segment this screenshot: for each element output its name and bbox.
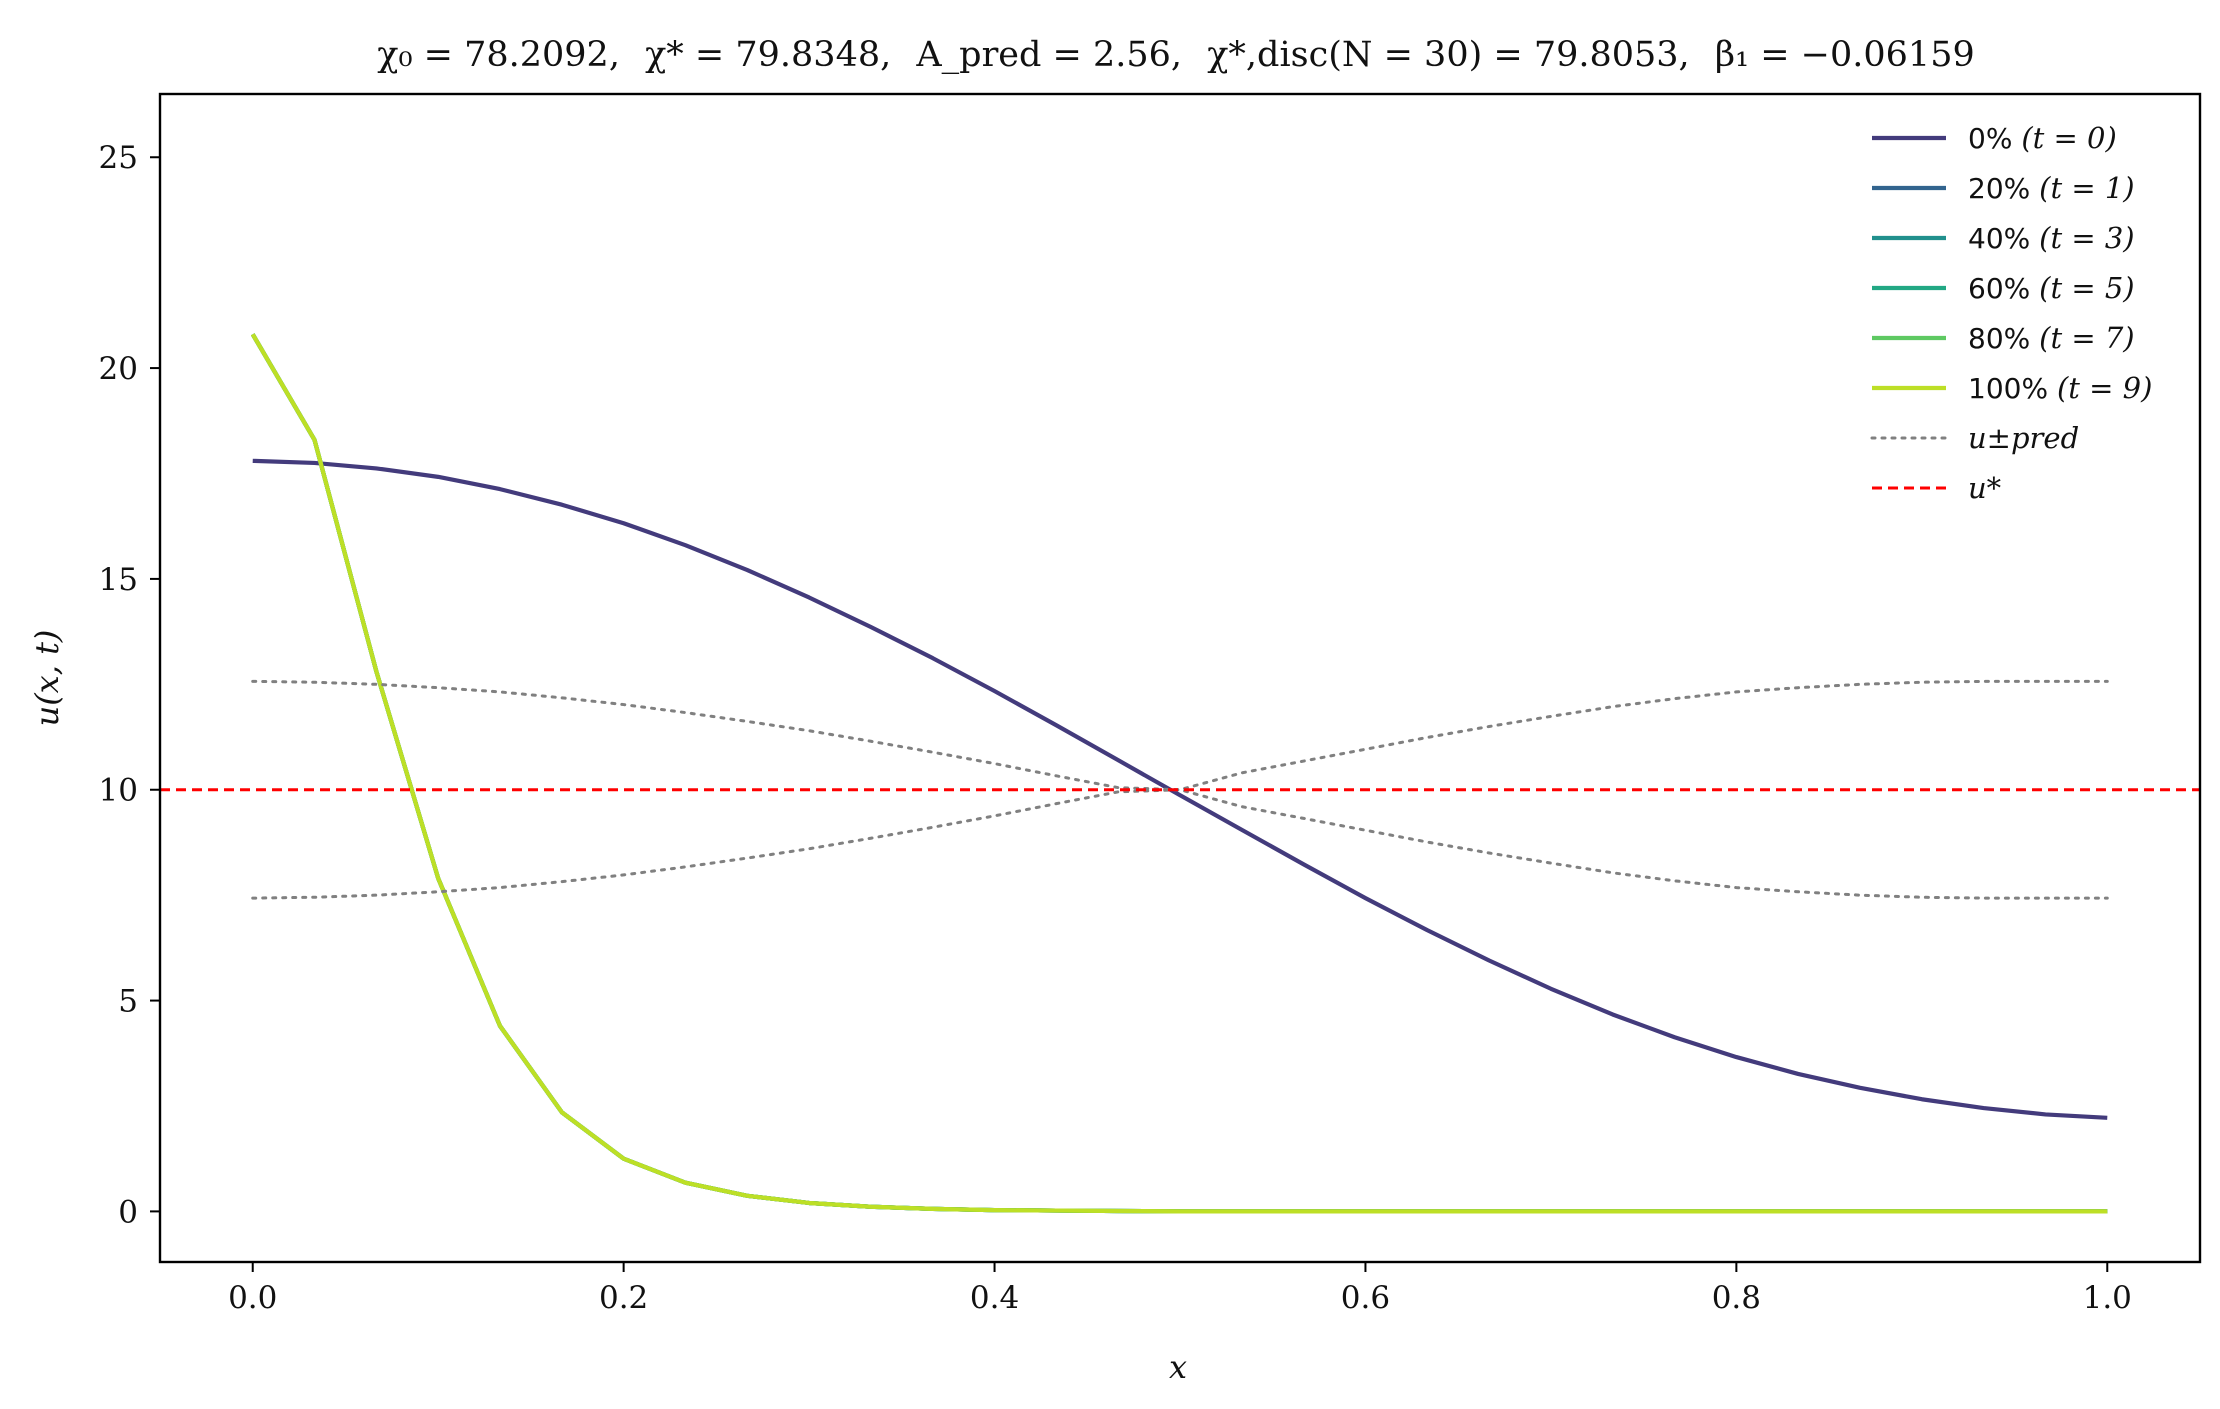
x-ticks: 0.0 0.2 0.4 0.6 0.8 1.0	[228, 1262, 2132, 1316]
x-tick-label: 0.4	[970, 1280, 1019, 1316]
legend-label: 80% (t = 7)	[1968, 321, 2135, 355]
title-beta: β₁ = −0.06159	[1715, 35, 1975, 75]
legend-label: u*	[1968, 471, 2002, 505]
legend-label: 20% (t = 1)	[1968, 171, 2135, 205]
title-apred: A_pred = 2.56,	[915, 35, 1182, 75]
x-tick-label: 0.2	[599, 1280, 648, 1316]
x-tick-label: 0.6	[1341, 1280, 1390, 1316]
legend-label: 60% (t = 5)	[1968, 271, 2135, 305]
y-tick-label: 5	[118, 984, 138, 1020]
y-ticks: 0 5 10 15 20 25	[99, 140, 160, 1230]
series-line-5	[250, 333, 2108, 1214]
series-layer	[160, 333, 2200, 1214]
legend: 0% (t = 0) 20% (t = 1) 40% (t = 3) 60% (t =…	[1870, 121, 2152, 505]
y-tick-label: 10	[99, 773, 138, 809]
chart-title: χ₀ = 78.2092, χ* = 79.8348, A_pred = 2.5…	[377, 35, 1974, 75]
y-tick-label: 25	[99, 140, 138, 176]
axes-frame	[158, 92, 2202, 1264]
legend-label: u±pred	[1968, 421, 2079, 455]
title-chi0: χ₀ = 78.2092,	[377, 35, 620, 75]
y-tick-label: 20	[99, 351, 138, 387]
series-line-0	[252, 458, 2108, 1120]
y-axis-label: u(x, t)	[28, 630, 66, 727]
title-chidisc: χ*,disc(N = 30) = 79.8053,	[1207, 35, 1689, 75]
legend-label: 40% (t = 3)	[1968, 221, 2135, 255]
legend-label: 0% (t = 0)	[1968, 121, 2117, 155]
title-chistar: χ* = 79.8348,	[645, 35, 891, 75]
legend-label: 100% (t = 9)	[1968, 371, 2152, 405]
y-tick-label: 0	[118, 1194, 138, 1230]
y-tick-label: 15	[99, 562, 138, 598]
x-tick-label: 1.0	[2083, 1280, 2132, 1316]
series-line-7	[251, 788, 2109, 900]
series-line-6	[251, 679, 2109, 792]
x-tick-label: 0.8	[1712, 1280, 1761, 1316]
x-tick-label: 0.0	[228, 1280, 277, 1316]
x-axis-label: x	[1169, 1348, 1187, 1386]
plot-area	[160, 94, 2200, 1262]
